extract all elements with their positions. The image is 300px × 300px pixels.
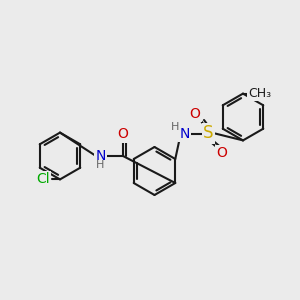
Text: O: O bbox=[190, 107, 200, 121]
Text: H: H bbox=[96, 160, 105, 170]
Text: S: S bbox=[203, 124, 214, 142]
Text: O: O bbox=[118, 128, 128, 141]
Text: N: N bbox=[179, 127, 190, 140]
Text: CH₃: CH₃ bbox=[248, 87, 271, 100]
Text: H: H bbox=[171, 122, 180, 133]
Text: O: O bbox=[217, 146, 227, 160]
Text: Cl: Cl bbox=[37, 172, 50, 186]
Text: N: N bbox=[95, 149, 106, 163]
